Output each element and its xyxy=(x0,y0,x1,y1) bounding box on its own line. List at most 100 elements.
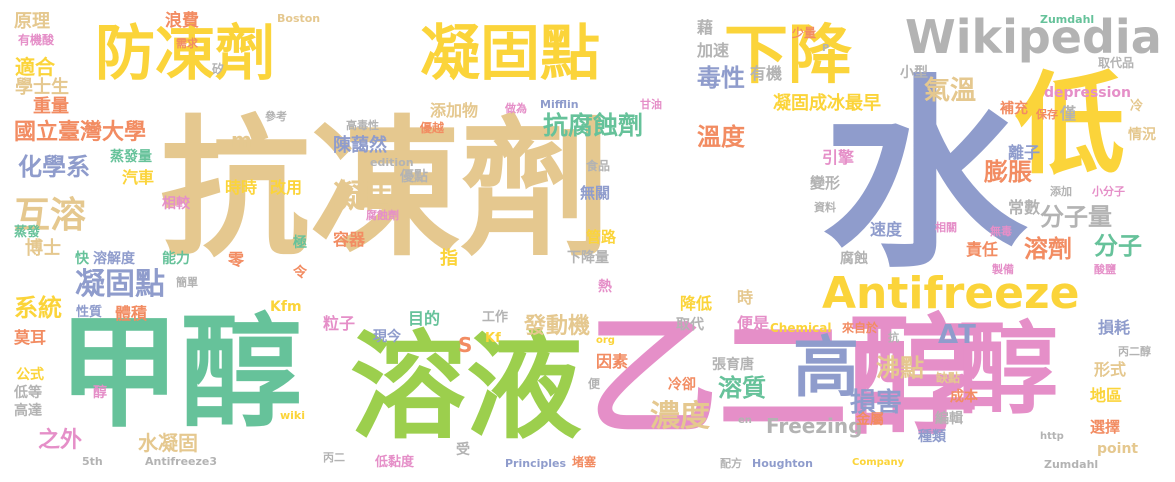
word-up-to: 高達 xyxy=(14,403,42,419)
word-as: 做為 xyxy=(505,102,527,115)
word-depression: depression xyxy=(1044,85,1131,101)
word-irrelevant: 無關 xyxy=(580,184,611,202)
word-http: http xyxy=(1040,431,1064,442)
word-advantage: 優點 xyxy=(400,169,428,185)
word-accelerate: 加速 xyxy=(697,41,730,60)
word-lower: 降低 xyxy=(680,294,713,313)
word-preparation: 製備 xyxy=(992,263,1014,276)
word-cooling: 冷卻 xyxy=(668,377,696,393)
word-situation: 情況 xyxy=(1128,127,1156,143)
word-additive: 添加物 xyxy=(430,101,479,120)
word-simple: 簡單 xyxy=(176,276,198,289)
word-freezing-point: 凝固點 xyxy=(420,19,600,89)
word-ion: 離子 xyxy=(1008,143,1041,162)
word-freezing: Freezing xyxy=(766,414,863,438)
word-often: 時時 xyxy=(225,178,258,197)
word-zhang-yu-tang: 張育唐 xyxy=(712,357,754,373)
word-delta-t: ΔT xyxy=(938,320,976,350)
word-decrease-amount: 下降量 xyxy=(567,250,609,266)
word-only: 僅 xyxy=(1060,104,1077,123)
word-boiling-point: 沸點 xyxy=(876,354,924,382)
word-waste: 浪費 xyxy=(165,11,199,31)
word-ability: 能力 xyxy=(162,251,190,267)
word-miscible: 互溶 xyxy=(14,195,87,236)
word-fast: 快 xyxy=(75,251,89,267)
word-system: 系統 xyxy=(14,294,62,322)
word-edition: edition xyxy=(370,156,414,169)
word-work: 工作 xyxy=(482,310,509,325)
word-choice: 選擇 xyxy=(1090,418,1121,436)
word-temperature-air: 氣溫 xyxy=(924,76,977,106)
word-extreme: 極 xyxy=(293,235,307,251)
word-besides: 之外 xyxy=(38,428,83,453)
word-solvent: 溶劑 xyxy=(1024,235,1072,263)
word-corrosion: 腐蝕 xyxy=(840,251,868,267)
word-ethylene-glycol: 乙二醇 xyxy=(588,301,979,453)
word-edit: 編輯 xyxy=(935,411,963,427)
word-data: 資料 xyxy=(814,201,836,214)
word-evaporate: 蒸發 xyxy=(14,225,41,240)
word-houghton: Houghton xyxy=(752,457,813,470)
word-heat: 熱 xyxy=(598,279,612,295)
word-car: 汽車 xyxy=(122,168,155,187)
word-form: 形式 xyxy=(1094,360,1127,379)
word-methanol: 甲醇 xyxy=(58,302,302,444)
word-expansion: 膨脹 xyxy=(984,158,1032,186)
word-point: point xyxy=(1097,441,1139,457)
word-alcohol: 醇 xyxy=(958,311,1058,428)
word-wiki: wiki xyxy=(280,409,306,422)
word-5th: 5th xyxy=(82,455,103,468)
word-volume: 體積 xyxy=(115,304,148,323)
word-corrosive-agent: 腐蝕劑 xyxy=(366,209,399,222)
word-phd: 博士 xyxy=(25,238,61,259)
word-company: Company xyxy=(852,457,905,468)
word-glycerol: 甘油 xyxy=(640,98,662,111)
word-wikipedia: Wikipedia xyxy=(905,10,1162,64)
word-superior: 優越 xyxy=(420,121,445,135)
word-propylene-glycol: 丙二醇 xyxy=(1118,345,1151,358)
word-low: 低 xyxy=(1015,61,1125,189)
word-kfm: Kfm xyxy=(270,299,302,315)
word-particle: 粒子 xyxy=(323,314,356,333)
word-by-means: 藉 xyxy=(697,18,714,37)
word-suitable: 適合 xyxy=(15,55,55,79)
word-p: P xyxy=(822,43,830,54)
word-small-amount: 少量 xyxy=(792,26,817,40)
word-molecule: 分子 xyxy=(1094,232,1142,260)
word-principle: 原理 xyxy=(14,11,50,32)
word-undergraduate: 學士生 xyxy=(15,77,69,98)
word-deform: 變形 xyxy=(810,174,841,192)
word-water-freeze: 水凝固 xyxy=(138,431,198,455)
word-freeze: 凝固 xyxy=(333,177,398,215)
word-ntu: 國立臺灣大學 xyxy=(14,120,147,145)
word-antifreeze3: Antifreeze3 xyxy=(145,455,218,468)
word-temperature: 溫度 xyxy=(697,123,745,151)
word-earliest-freeze: 凝固成冰最早 xyxy=(773,93,881,114)
word-zero: 零 xyxy=(228,250,245,269)
word-molecular-weight: 分子量 xyxy=(1040,203,1112,231)
word-non-toxic: 無毒 xyxy=(990,225,1012,238)
word-speed: 速度 xyxy=(870,220,903,239)
word-replenish: 補充 xyxy=(1000,101,1028,117)
word-anti: 抗 xyxy=(888,331,899,344)
word-solution: 溶液 xyxy=(350,320,582,455)
word-principles: Principles xyxy=(505,457,567,470)
word-engine: 發動機 xyxy=(524,314,591,339)
word-water: 水 xyxy=(822,58,1027,296)
word-silicon: 矽 xyxy=(212,62,225,76)
word-antifreeze: 防凍劑 xyxy=(95,19,275,89)
word-low-grade: 低等 xyxy=(14,385,42,401)
word-propylene: 丙二 xyxy=(323,451,345,464)
word-chemistry-dept: 化學系 xyxy=(18,153,90,181)
word-en: en xyxy=(738,415,752,426)
word-boston: Boston xyxy=(277,12,321,25)
word-disadvantage: 缺點 xyxy=(936,371,961,385)
word-pipeline: 管路 xyxy=(586,228,617,246)
word-organic-acid: 有機酸 xyxy=(18,33,55,47)
word-small: 小型 xyxy=(900,65,928,81)
word-zumdahl: Zumdahl xyxy=(1040,13,1095,26)
word-then: 便 xyxy=(588,377,601,391)
word-antifreeze-agent: 抗凍劑 xyxy=(160,103,611,277)
word-demand: 需求 xyxy=(176,37,198,50)
word-mifflin: Mifflin xyxy=(540,98,579,111)
